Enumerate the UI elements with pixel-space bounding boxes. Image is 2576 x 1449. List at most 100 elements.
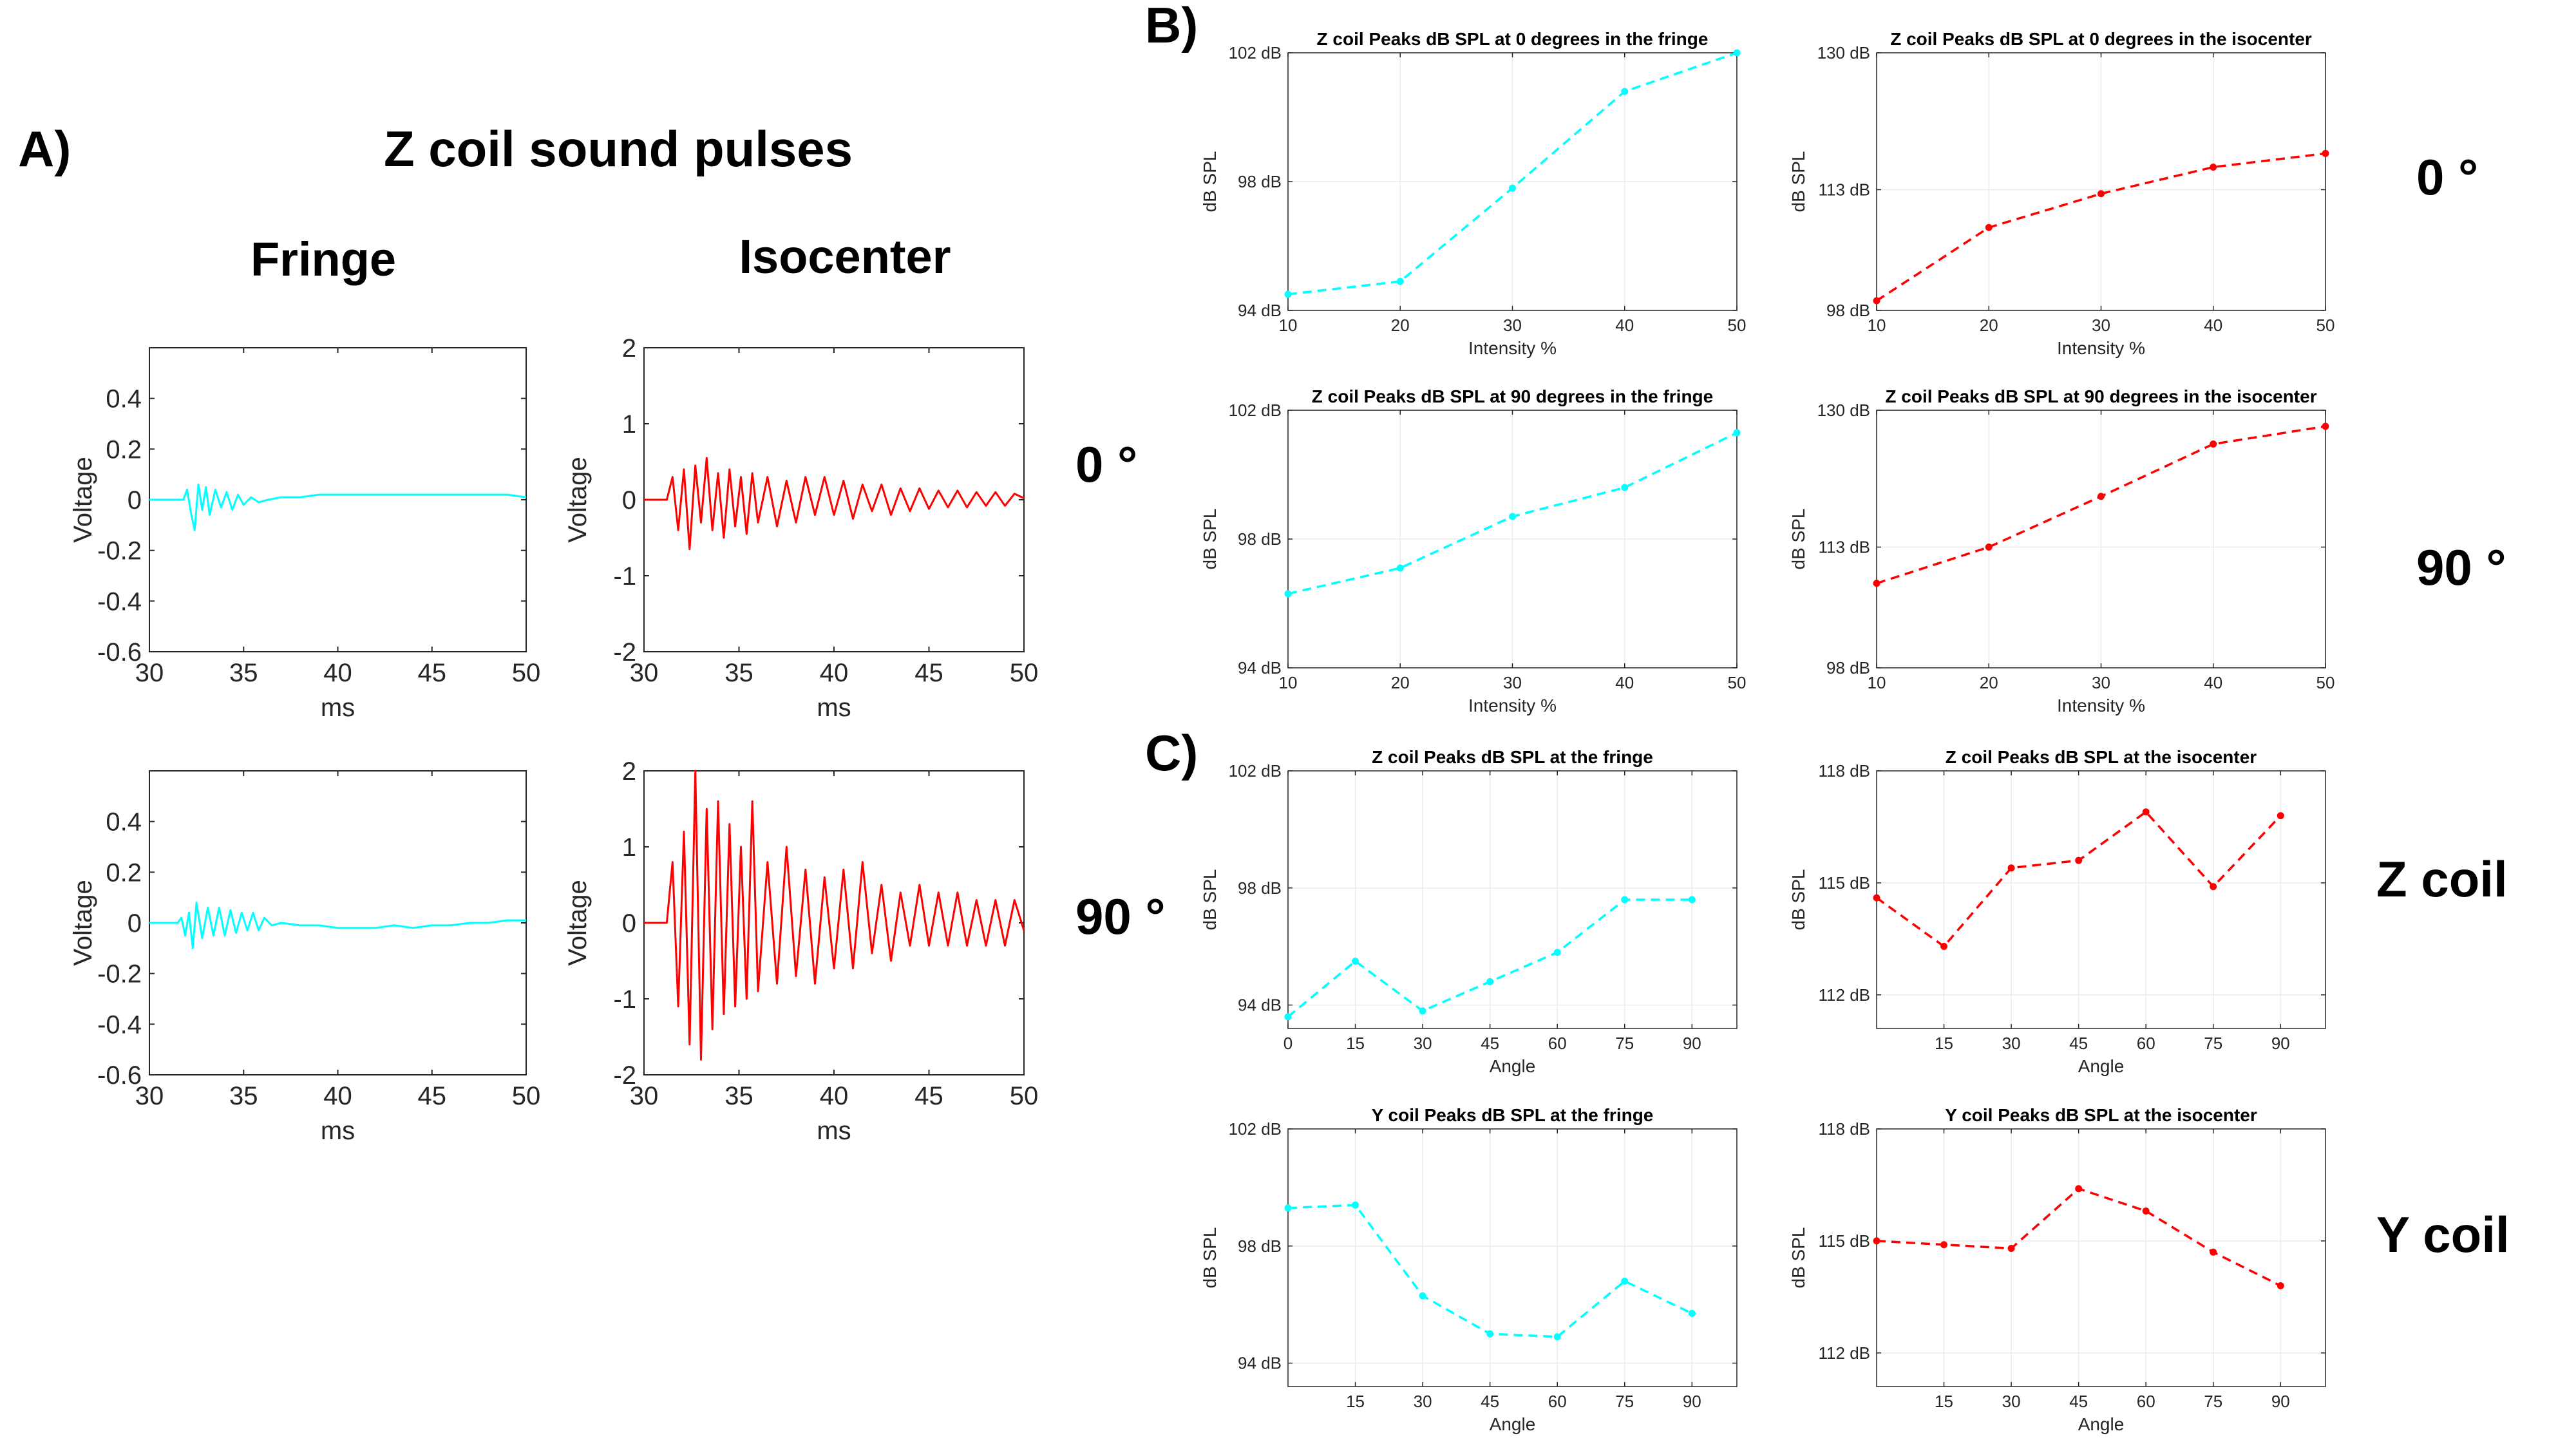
y-tick-label: 0.2 — [106, 858, 142, 887]
y-tick-label: 2 — [622, 334, 636, 363]
x-tick-label: 30 — [630, 659, 659, 687]
y-tick-label: -1 — [613, 985, 636, 1014]
y-axis-label: dB SPL — [1200, 1227, 1220, 1289]
data-point — [2277, 812, 2284, 820]
chart-c1: 0 15 30 45 60 75 90 94 dB 98 dB 102 dB Angle dB SPL… — [1200, 747, 1738, 1076]
y-tick-label: -2 — [613, 638, 636, 667]
x-tick-label: 45 — [418, 659, 447, 687]
y-tick-label: 113 dB — [1819, 180, 1870, 200]
chart-b1: 10 20 30 40 50 94 dB 98 dB 102 dB Intensity % dB … — [1200, 29, 1746, 358]
data-point — [2210, 883, 2217, 891]
x-axis-label: Intensity % — [1468, 338, 1557, 358]
x-tick-label: 45 — [914, 1082, 943, 1110]
x-tick-label: 20 — [1391, 316, 1410, 335]
chart-a1: 30 35 40 45 50 -0.6 -0.4 -0.2 0 0.2 0.4 ms Voltage — [69, 347, 540, 722]
chart-c4: 15 30 45 60 75 90 112 dB 115 dB 118 dB Angle dB SP… — [1788, 1105, 2326, 1434]
x-tick-label: 30 — [2092, 673, 2110, 692]
x-tick-label: 15 — [1346, 1034, 1365, 1053]
data-point — [1509, 184, 1516, 192]
data-point — [1352, 1201, 1359, 1209]
y-tick-label: -0.4 — [97, 1010, 142, 1039]
x-tick-label: 30 — [135, 1082, 164, 1110]
data-point — [2210, 440, 2217, 448]
chart-a4: 30 35 40 45 50 -2 -1 0 1 2 ms Voltage — [564, 757, 1038, 1145]
y-tick-label: 0 — [128, 909, 142, 938]
data-point — [2277, 1282, 2284, 1289]
chart-c2: 15 30 45 60 75 90 112 dB 115 dB 118 dB Angle dB SP… — [1788, 747, 2326, 1076]
y-tick-label: 0.4 — [106, 385, 142, 413]
series-line — [1876, 152, 2326, 302]
data-point — [1509, 513, 1516, 520]
panel-label-c: C) — [1145, 724, 1198, 781]
data-point — [1873, 297, 1880, 305]
x-tick-label: 40 — [1615, 316, 1634, 335]
y-tick-label: 98 dB — [1826, 658, 1870, 677]
y-tick-label: 2 — [622, 757, 636, 786]
x-tick-label: 30 — [2092, 316, 2110, 335]
data-point — [2098, 493, 2105, 500]
x-tick-label: 90 — [1683, 1034, 1701, 1053]
y-axis-label: dB SPL — [1200, 151, 1220, 213]
x-axis-label: Angle — [1490, 1056, 1536, 1076]
data-point — [1621, 88, 1629, 95]
data-point — [2322, 149, 2329, 157]
x-axis-label: ms — [817, 1117, 851, 1145]
x-axis-label: Intensity % — [1468, 696, 1557, 715]
x-tick-label: 45 — [2069, 1392, 2088, 1411]
x-tick-label: 45 — [914, 659, 943, 687]
data-point — [2210, 164, 2217, 171]
x-axis-label: Angle — [2078, 1056, 2125, 1076]
x-tick-label: 45 — [1481, 1034, 1499, 1053]
data-point — [1553, 949, 1561, 956]
x-tick-label: 30 — [1503, 316, 1522, 335]
y-tick-label: 102 dB — [1229, 401, 1282, 420]
data-point — [2075, 1185, 2083, 1193]
y-tick-label: 94 dB — [1238, 996, 1282, 1015]
data-point — [1553, 1333, 1561, 1341]
x-tick-label: 50 — [512, 1082, 541, 1110]
y-tick-label: 0.2 — [106, 435, 142, 464]
y-tick-label: -0.2 — [97, 960, 142, 989]
x-tick-label: 90 — [2271, 1034, 2290, 1053]
y-tick-label: 118 dB — [1819, 1119, 1870, 1139]
x-tick-label: 40 — [1615, 673, 1634, 692]
waveform-line — [149, 902, 526, 949]
x-axis-label: Intensity % — [2057, 338, 2145, 358]
x-tick-label: 10 — [1868, 673, 1886, 692]
chart-title: Z coil Peaks dB SPL at 0 degrees in the … — [1317, 29, 1709, 49]
x-tick-label: 50 — [1728, 673, 1747, 692]
waveform-line — [149, 483, 527, 531]
x-tick-label: 20 — [1391, 673, 1410, 692]
data-point — [1419, 1007, 1426, 1015]
data-point — [1940, 942, 1948, 950]
y-tick-label: 1 — [622, 410, 636, 439]
data-point — [2210, 1248, 2217, 1256]
y-axis-label: Voltage — [69, 880, 97, 965]
x-tick-label: 75 — [1615, 1392, 1634, 1411]
x-tick-label: 40 — [2204, 316, 2222, 335]
waveform-line — [644, 770, 1025, 1061]
x-tick-label: 40 — [323, 1082, 352, 1110]
data-point — [1284, 1204, 1292, 1212]
x-tick-label: 15 — [1935, 1034, 1953, 1053]
plot-frame — [149, 347, 527, 652]
data-point — [1940, 1241, 1948, 1249]
y-axis-label: dB SPL — [1200, 509, 1220, 570]
y-tick-label: 94 dB — [1238, 658, 1282, 677]
data-point — [1873, 894, 1880, 902]
x-tick-label: 10 — [1279, 673, 1298, 692]
row-label-a-90-degrees: 90 ° — [1075, 888, 1166, 945]
row-label-c-y-coil: Y coil — [2376, 1206, 2510, 1263]
x-axis-label: ms — [321, 694, 355, 722]
y-tick-label: -0.6 — [97, 638, 142, 667]
x-tick-label: 15 — [1935, 1392, 1953, 1411]
data-point — [1621, 484, 1629, 491]
panel-label-b: B) — [1145, 0, 1198, 53]
x-tick-label: 40 — [820, 659, 849, 687]
y-tick-label: 98 dB — [1238, 878, 1282, 898]
y-tick-label: 94 dB — [1238, 301, 1282, 320]
y-axis-label: dB SPL — [1200, 869, 1220, 931]
x-tick-label: 30 — [2002, 1034, 2021, 1053]
y-tick-label: 98 dB — [1238, 529, 1282, 549]
x-tick-label: 75 — [2204, 1034, 2222, 1053]
